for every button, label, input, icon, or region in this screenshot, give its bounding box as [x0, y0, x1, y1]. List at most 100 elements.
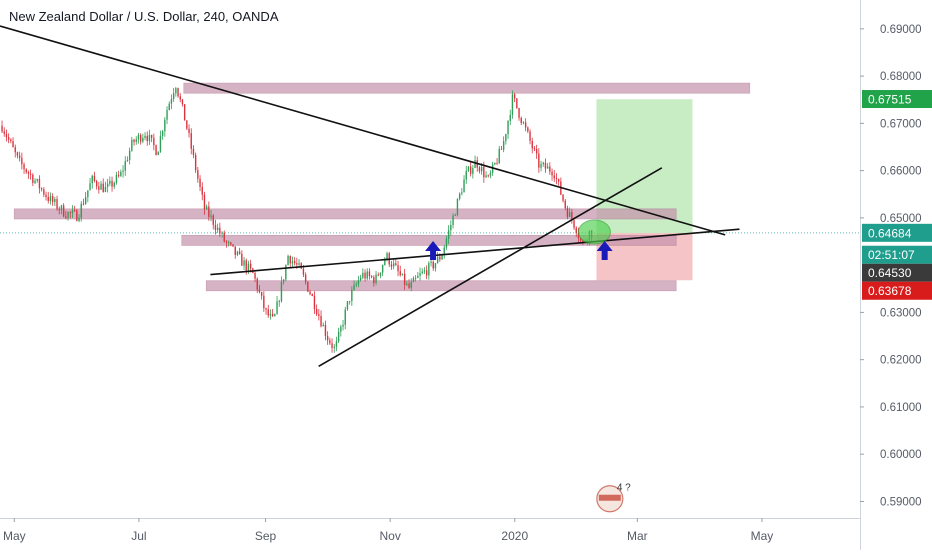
logo-badge-text: 4 ? [617, 483, 631, 494]
candle-body [87, 190, 89, 198]
candle-body [73, 210, 76, 211]
candle-body [104, 186, 107, 192]
candle-body [408, 283, 410, 288]
candle-body [126, 160, 129, 162]
trend-line[interactable] [318, 167, 663, 367]
candle-body [582, 240, 584, 243]
y-tick-label: 0.62000 [880, 355, 922, 367]
up-arrow-icon[interactable] [596, 240, 613, 260]
candle-body [370, 276, 373, 278]
candle-body [410, 282, 412, 288]
candle-body [282, 279, 285, 282]
candle-body [346, 301, 349, 310]
candle-body [304, 274, 307, 282]
candle-body [551, 171, 553, 176]
candle-body [71, 210, 74, 214]
candle-body [214, 224, 217, 230]
candle-body [153, 137, 155, 146]
candle-body [91, 175, 93, 184]
y-tick-label: 0.60000 [880, 449, 922, 461]
support-resistance-zone[interactable] [181, 234, 677, 246]
candle-body [274, 314, 276, 316]
candle-body [579, 238, 582, 241]
candle-body [458, 193, 461, 199]
candle-body [461, 192, 463, 194]
candle-body [368, 271, 371, 277]
candle-body [392, 263, 395, 267]
candle-body [487, 175, 489, 177]
candle-body [29, 173, 32, 175]
candle-body [241, 253, 243, 266]
candle-body [529, 131, 531, 141]
candle-body [258, 289, 261, 293]
candle-body [122, 170, 124, 172]
y-tick-label: 0.61000 [880, 402, 922, 414]
candle-body [139, 134, 142, 142]
candle-body [234, 246, 236, 255]
candle-body [62, 205, 65, 217]
candle-body [65, 216, 67, 219]
candle-body [32, 174, 34, 183]
candle-body [95, 180, 98, 187]
candle-body [54, 199, 56, 202]
candle-body [434, 263, 437, 269]
candle-body [546, 166, 549, 169]
up-arrow-icon[interactable] [425, 240, 442, 260]
candle-body [276, 301, 278, 315]
trend-line[interactable] [210, 228, 740, 276]
candle-body [568, 212, 571, 217]
candle-body [47, 196, 49, 201]
candle-body [300, 263, 302, 269]
candle-body [159, 135, 162, 152]
candle-body [186, 120, 188, 129]
candle-body [131, 139, 133, 151]
candle-body [296, 263, 298, 265]
candle-body [496, 162, 498, 164]
candle-body [324, 324, 327, 337]
y-tick-label: 0.69000 [880, 24, 922, 36]
candle-body [181, 99, 184, 105]
candle-body [1, 125, 3, 132]
candle-body [168, 103, 170, 111]
candle-body [348, 301, 351, 302]
candle-body [362, 272, 364, 278]
candle-body [522, 122, 525, 124]
support-resistance-zone[interactable] [183, 82, 751, 94]
candle-body [364, 272, 366, 279]
candle-body [428, 262, 430, 276]
candle-body [34, 180, 36, 183]
candle-body [280, 281, 283, 302]
y-tick-label: 0.63000 [880, 307, 922, 319]
price-label-badge [862, 223, 932, 242]
candle-body [137, 134, 140, 140]
candle-body [230, 242, 232, 245]
support-resistance-zone[interactable] [13, 208, 677, 220]
trend-line[interactable] [0, 25, 726, 236]
x-tick-label: Mar [627, 529, 648, 543]
candle-body [227, 242, 230, 244]
candle-body [384, 259, 386, 266]
candle-body [373, 277, 375, 283]
candle-body [483, 166, 485, 178]
candle-body [507, 120, 509, 135]
y-tick-label: 0.66000 [880, 166, 922, 178]
candle-body [351, 289, 353, 302]
candle-body [285, 265, 287, 280]
candle-body [265, 308, 267, 310]
candle-body [520, 117, 522, 124]
candle-body [313, 295, 316, 309]
candle-body [164, 119, 166, 132]
candle-body [142, 137, 144, 142]
candle-body [249, 263, 252, 269]
candle-body [320, 315, 322, 327]
x-tick-label: 2020 [501, 529, 528, 543]
candle-body [357, 280, 360, 285]
candle-body [69, 212, 71, 214]
y-tick-label: 0.65000 [880, 213, 922, 225]
candle-body [115, 175, 118, 183]
highlight-ellipse[interactable] [577, 219, 611, 245]
candle-body [18, 155, 21, 158]
support-resistance-zone[interactable] [205, 280, 677, 292]
